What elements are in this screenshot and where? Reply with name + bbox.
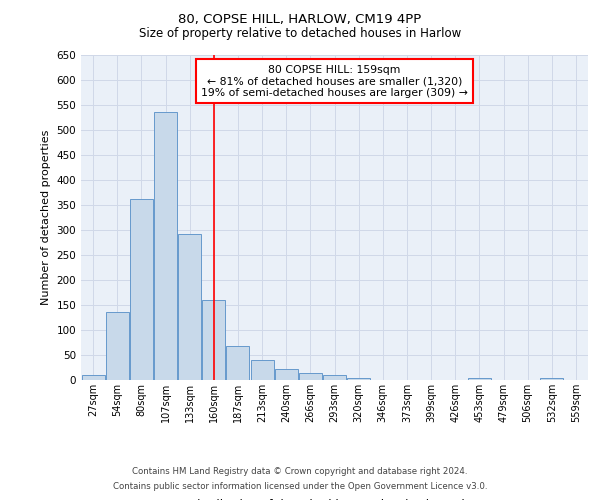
Bar bbox=[541, 378, 563, 380]
Text: Contains public sector information licensed under the Open Government Licence v3: Contains public sector information licen… bbox=[113, 482, 487, 491]
Bar bbox=[154, 112, 177, 380]
Bar bbox=[468, 378, 491, 380]
Bar bbox=[299, 372, 322, 380]
Text: Size of property relative to detached houses in Harlow: Size of property relative to detached ho… bbox=[139, 28, 461, 40]
X-axis label: Distribution of detached houses by size in Harlow: Distribution of detached houses by size … bbox=[188, 498, 481, 500]
Bar bbox=[275, 369, 298, 380]
Bar bbox=[347, 378, 370, 380]
Text: 80 COPSE HILL: 159sqm
← 81% of detached houses are smaller (1,320)
19% of semi-d: 80 COPSE HILL: 159sqm ← 81% of detached … bbox=[201, 64, 468, 98]
Bar bbox=[82, 375, 104, 380]
Y-axis label: Number of detached properties: Number of detached properties bbox=[41, 130, 51, 305]
Text: Contains HM Land Registry data © Crown copyright and database right 2024.: Contains HM Land Registry data © Crown c… bbox=[132, 467, 468, 476]
Bar bbox=[130, 199, 153, 380]
Bar bbox=[178, 234, 201, 380]
Bar bbox=[202, 300, 225, 380]
Bar bbox=[226, 346, 250, 380]
Bar bbox=[106, 312, 128, 380]
Bar bbox=[323, 375, 346, 380]
Bar bbox=[251, 360, 274, 380]
Text: 80, COPSE HILL, HARLOW, CM19 4PP: 80, COPSE HILL, HARLOW, CM19 4PP bbox=[178, 12, 422, 26]
